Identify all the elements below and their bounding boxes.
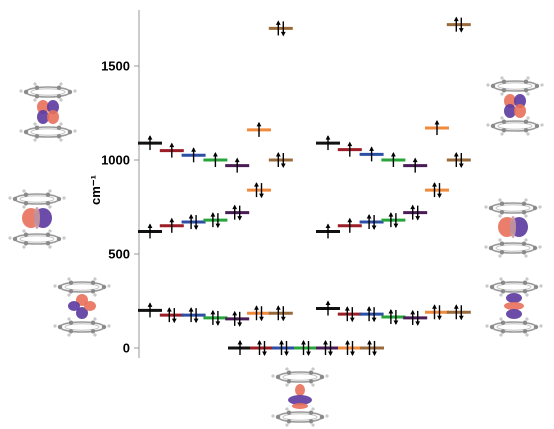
energy-level-orange bbox=[247, 182, 271, 199]
energy-level-purple bbox=[225, 157, 250, 173]
energy-level-purple bbox=[225, 204, 250, 221]
energy-level-purple bbox=[225, 310, 250, 327]
energy-level-brown bbox=[360, 340, 384, 356]
y-tick-label: 500 bbox=[108, 247, 130, 262]
energy-level-brown bbox=[446, 304, 471, 321]
energy-level-black bbox=[228, 340, 252, 355]
energy-level-green bbox=[203, 309, 228, 326]
energy-level-purple bbox=[403, 204, 428, 221]
energy-level-green bbox=[294, 340, 318, 356]
energy-level-red bbox=[337, 141, 362, 157]
y-tick-label: 1500 bbox=[101, 59, 130, 74]
energy-level-purple bbox=[403, 157, 428, 173]
orbital-molecule-icon bbox=[270, 366, 330, 428]
energy-level-red bbox=[159, 142, 184, 158]
energy-level-black bbox=[316, 300, 340, 316]
energy-level-green bbox=[381, 212, 406, 229]
energy-level-red bbox=[337, 306, 362, 323]
orbital-molecule-icon bbox=[7, 188, 67, 250]
orbital-molecule-icon bbox=[484, 276, 544, 338]
energy-level-blue bbox=[272, 340, 296, 356]
energy-level-blue bbox=[181, 214, 206, 231]
energy-level-blue bbox=[359, 306, 384, 323]
molecular-orbital-images bbox=[7, 75, 545, 428]
energy-level-brown bbox=[268, 305, 293, 322]
energy-level-blue bbox=[181, 307, 206, 324]
orbital-molecule-icon bbox=[485, 75, 545, 137]
orbital-molecule-icon bbox=[18, 81, 78, 143]
energy-level-red bbox=[159, 217, 184, 233]
energy-level-black bbox=[138, 302, 162, 318]
energy-level-green bbox=[381, 152, 406, 167]
energy-level-brown bbox=[268, 152, 293, 168]
y-tick-label: 1000 bbox=[101, 153, 130, 168]
energy-level-black bbox=[316, 135, 340, 151]
orbital-molecule-icon bbox=[483, 197, 543, 259]
energy-level-blue bbox=[359, 214, 384, 231]
energy-level-green bbox=[203, 212, 228, 229]
energy-level-red bbox=[159, 307, 184, 324]
energy-level-brown bbox=[446, 16, 471, 33]
energy-level-orange bbox=[247, 305, 271, 322]
energy-level-purple bbox=[403, 309, 428, 326]
energy-level-black bbox=[138, 135, 162, 151]
energy-level-red bbox=[337, 217, 362, 233]
energy-level-black bbox=[138, 223, 162, 239]
energy-level-orange bbox=[425, 120, 449, 136]
energy-level-orange bbox=[425, 182, 449, 199]
energy-level-orange bbox=[425, 304, 449, 321]
y-axis: 0 500 1000 1500 cm⁻¹ bbox=[88, 10, 140, 358]
energy-level-green bbox=[203, 152, 228, 167]
energy-level-orange bbox=[338, 340, 362, 356]
y-tick-label: 0 bbox=[123, 341, 130, 356]
energy-level-orange bbox=[247, 121, 271, 137]
energy-level-brown bbox=[446, 152, 471, 168]
energy-levels bbox=[138, 16, 471, 356]
energy-level-purple bbox=[316, 340, 340, 356]
energy-level-green bbox=[381, 308, 406, 325]
energy-level-red bbox=[250, 340, 274, 356]
energy-level-brown bbox=[268, 20, 293, 37]
energy-level-blue bbox=[181, 147, 206, 163]
y-axis-label: cm⁻¹ bbox=[88, 175, 103, 205]
energy-level-black bbox=[316, 223, 340, 239]
orbital-molecule-icon bbox=[52, 276, 112, 338]
energy-level-blue bbox=[359, 146, 384, 162]
